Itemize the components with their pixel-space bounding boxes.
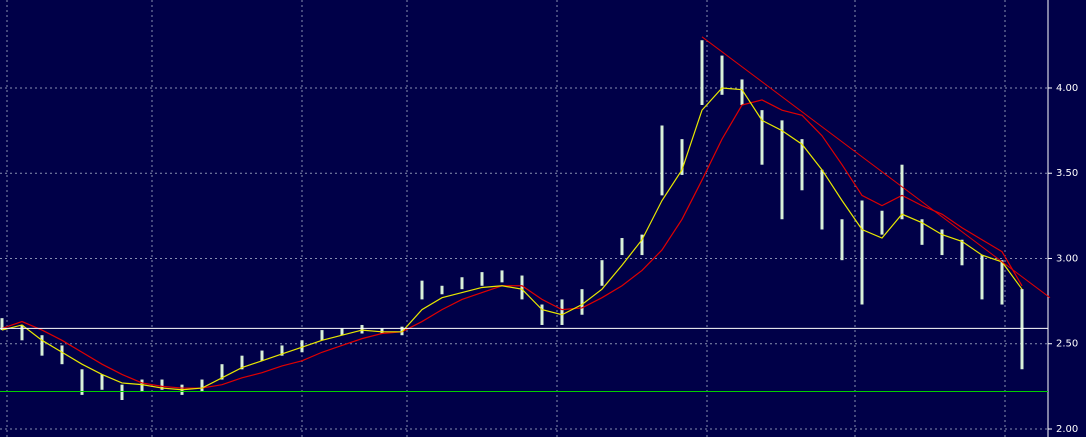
- y-tick-label: 3.00: [1056, 253, 1078, 264]
- y-tick-label: 2.50: [1056, 339, 1078, 350]
- moving-average: [1, 87, 1023, 391]
- moving-average: [1, 99, 1023, 389]
- y-tick-label: 2.00: [1056, 424, 1078, 435]
- y-tick-label: 3.50: [1056, 168, 1078, 179]
- y-tick-label: 4.00: [1056, 83, 1078, 94]
- trend-line: [701, 36, 1051, 299]
